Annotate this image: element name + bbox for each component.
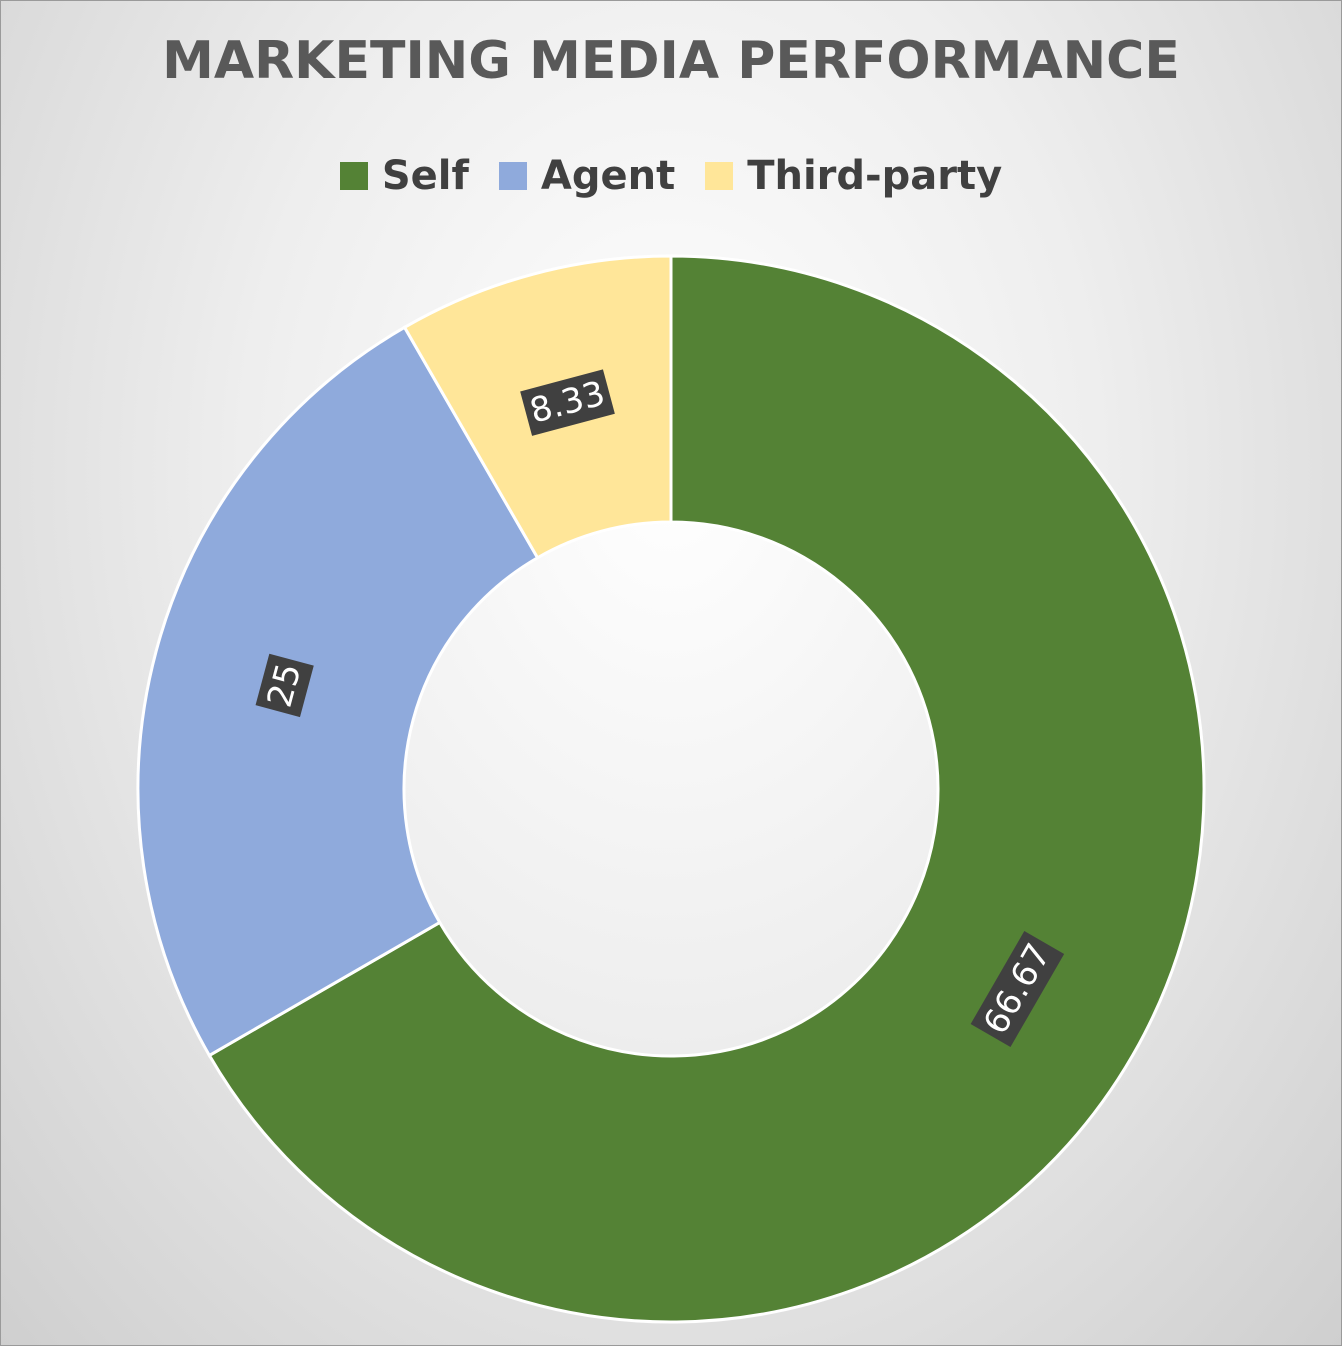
donut-slice-self (207, 254, 1206, 1324)
legend-item-agent: Agent (498, 153, 676, 199)
data-label-agent: 25 (255, 653, 314, 718)
data-label-box-third-party (520, 369, 615, 436)
legend-label-agent: Agent (540, 153, 676, 199)
data-label-box-agent (255, 653, 314, 718)
legend-label-self: Self (381, 153, 469, 199)
legend: Self Agent Third-party (1, 153, 1341, 199)
legend-swatch-third-party (705, 162, 734, 190)
legend-swatch-self (339, 162, 368, 190)
legend-label-third-party: Third-party (747, 153, 1003, 199)
chart-title: MARKETING MEDIA PERFORMANCE (162, 31, 1180, 91)
legend-item-third-party: Third-party (705, 153, 1002, 199)
donut-slice-agent (136, 325, 540, 1058)
data-label-box-self (970, 931, 1065, 1048)
legend-swatch-agent (498, 162, 527, 190)
legend-item-self: Self (339, 153, 469, 199)
